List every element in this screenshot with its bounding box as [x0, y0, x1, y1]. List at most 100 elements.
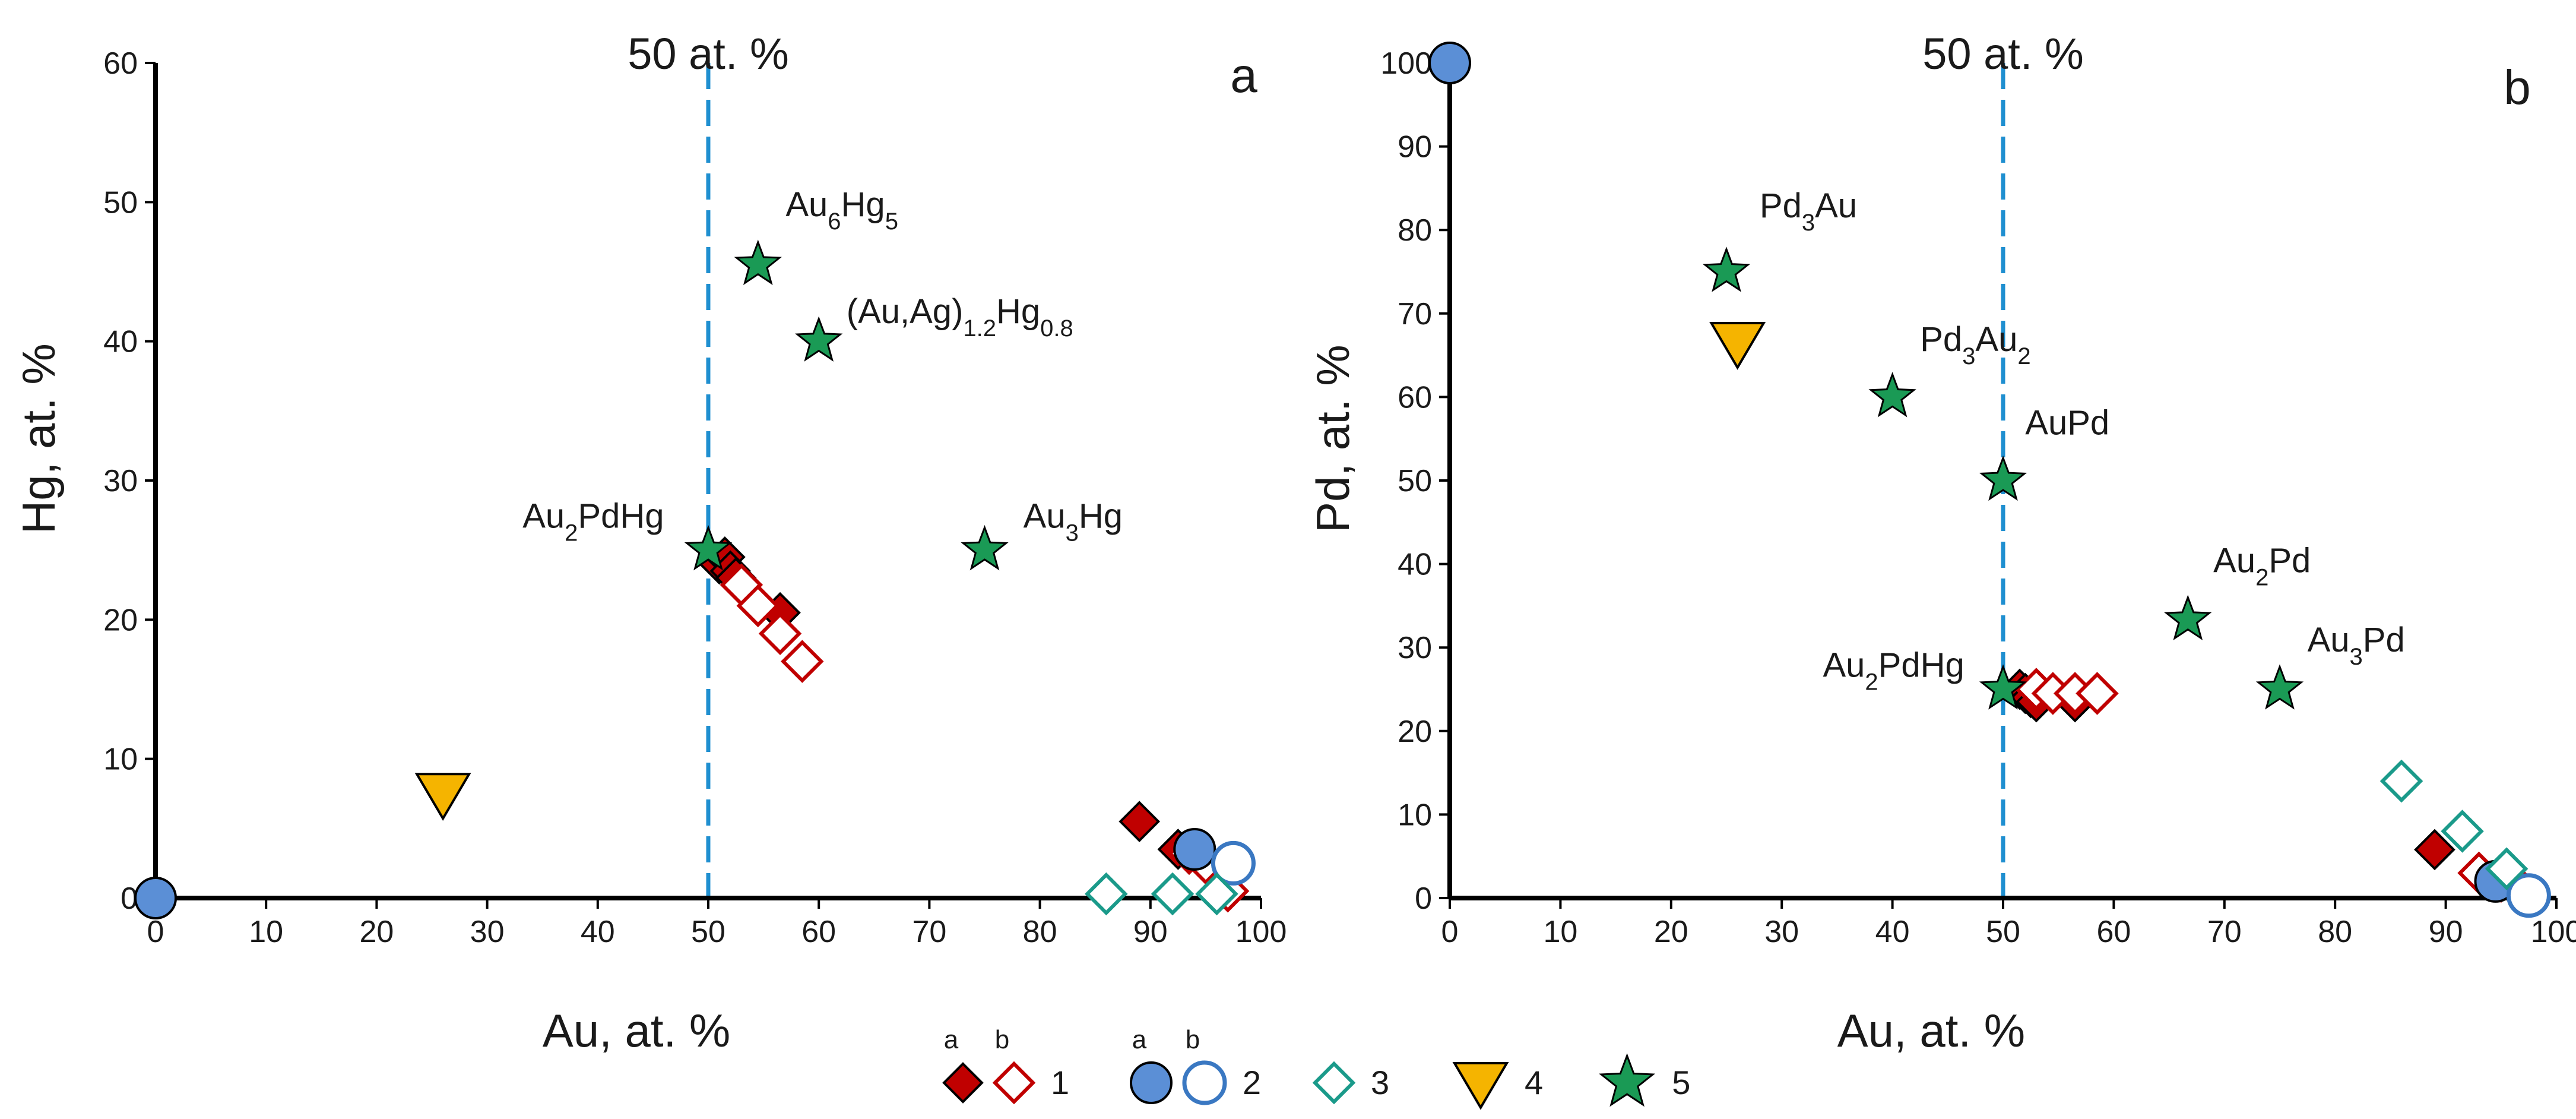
legend-label: 3 [1371, 1064, 1389, 1101]
data-point [134, 877, 177, 919]
data-point [1085, 872, 1128, 916]
y-tick-label: 100 [1380, 46, 1432, 81]
data-point [2076, 672, 2119, 715]
data-point [2255, 664, 2304, 710]
x-axis-title: Au, at. % [543, 1004, 731, 1057]
data-point [1428, 42, 1471, 84]
x-tick-label: 10 [249, 915, 283, 949]
y-tick-label: 50 [103, 185, 138, 220]
legend-item-2: a b 2 [1130, 1025, 1261, 1105]
legend-marker [1452, 1062, 1509, 1110]
legend-sub-label: a [944, 1025, 959, 1054]
x-tick-label: 50 [1986, 915, 2020, 949]
legend-item-4: 4 [1452, 1062, 1543, 1110]
data-point [2441, 810, 2484, 853]
legend-marker [992, 1061, 1036, 1105]
legend-item-3: 3 [1312, 1061, 1389, 1105]
panel-a-chart: 50 at. %0 10 20 30 40 50 60 70 80 90 1000102030405… [12, 29, 1287, 1057]
phase-annotation: (Au,Ag)1.2Hg0.8 [847, 292, 1073, 342]
y-tick-label: 10 [1398, 798, 1432, 832]
data-point [2485, 847, 2529, 891]
panel-label: a [1230, 49, 1257, 103]
data-point [758, 612, 802, 656]
series-4 [1709, 322, 1766, 370]
y-tick-label: 10 [103, 742, 138, 777]
series-1b [2014, 668, 2545, 913]
legend-marker [1130, 1061, 1173, 1104]
x-tick-label: 0 [1441, 915, 1459, 949]
y-axis-title: Pd, at. % [1307, 344, 1359, 533]
data-point [684, 524, 733, 571]
y-axis-title: Hg, at. % [12, 343, 65, 534]
data-point [1151, 872, 1194, 916]
reference-line-label: 50 at. % [628, 29, 789, 78]
x-tick-label: 80 [2318, 915, 2352, 949]
series-3 [1085, 872, 1238, 916]
data-point [1173, 827, 1216, 871]
phase-annotation: Pd3Au [1760, 186, 1857, 236]
y-tick-label: 60 [1398, 380, 1432, 415]
legend-marker [942, 1062, 984, 1104]
x-axis-title: Au, at. % [1837, 1004, 2026, 1057]
series-2a [1428, 42, 2517, 903]
x-tick-label: 100 [1235, 915, 1287, 949]
y-tick-label: 90 [1398, 130, 1432, 165]
data-point [1868, 372, 1916, 418]
legend-label: 5 [1672, 1064, 1690, 1101]
y-tick-label: 80 [1398, 213, 1432, 248]
y-tick-label: 40 [1398, 548, 1432, 582]
legend: a b 1 a b 2 3 4 5 [942, 1025, 1690, 1110]
legend-label: 2 [1243, 1064, 1261, 1101]
data-point [1979, 455, 2027, 501]
panel-label: b [2504, 61, 2531, 115]
panel-b-chart: 50 at. % 0 10 20 30 40 50 60 70 80 90 100 0 10 20 30 40 5… [1307, 29, 2576, 1057]
x-tick-label: 20 [1654, 915, 1688, 949]
series-5 [1702, 246, 2304, 710]
phase-annotation: Au2PdHg [1823, 646, 1964, 695]
data-point [1211, 840, 1256, 886]
legend-item-1: a b 1 [942, 1025, 1069, 1105]
legend-sub-label: a [1132, 1025, 1147, 1054]
data-point [2164, 595, 2212, 640]
series-2b [2506, 873, 2551, 918]
phase-annotation: Au3Hg [1024, 497, 1123, 546]
data-point [2414, 829, 2455, 871]
data-point [414, 773, 471, 821]
phase-annotation: Au6Hg5 [785, 185, 898, 235]
data-point [734, 239, 782, 285]
data-point [2506, 873, 2551, 918]
phase-annotation: Au2PdHg [522, 497, 664, 546]
x-tick-label: 80 [1023, 915, 1057, 949]
data-point [1702, 246, 1751, 292]
y-tick-label: 20 [1398, 715, 1432, 749]
legend-label: 1 [1051, 1064, 1069, 1101]
legend-marker [1182, 1060, 1227, 1105]
x-tick-label: 60 [801, 915, 836, 949]
y-tick-label: 20 [103, 603, 138, 637]
series-1a [698, 536, 1199, 870]
y-tick-label: 0 [1415, 881, 1432, 916]
data-point [795, 316, 843, 362]
series-2b [1211, 840, 1256, 886]
y-tick-label: 40 [103, 325, 138, 359]
x-tick-label: 90 [2429, 915, 2463, 949]
data-point [736, 584, 780, 628]
x-tick-label: 30 [1764, 915, 1799, 949]
x-tick-label: 100 [2531, 915, 2576, 949]
x-tick-label: 30 [470, 915, 505, 949]
data-point [1119, 801, 1161, 842]
phase-annotation: Pd3Au2 [1920, 320, 2030, 369]
x-tick-label: 40 [581, 915, 615, 949]
x-tick-label: 60 [2096, 915, 2131, 949]
data-point [2379, 759, 2423, 803]
y-tick-label: 30 [103, 464, 138, 498]
x-tick-label: 0 [147, 915, 164, 949]
y-tick-label: 70 [1398, 297, 1432, 331]
data-point [781, 640, 824, 683]
series-2a [134, 827, 1216, 919]
x-tick-label: 70 [2207, 915, 2242, 949]
series-4 [414, 773, 471, 821]
data-point [1979, 664, 2027, 710]
legend-marker [1599, 1053, 1656, 1107]
